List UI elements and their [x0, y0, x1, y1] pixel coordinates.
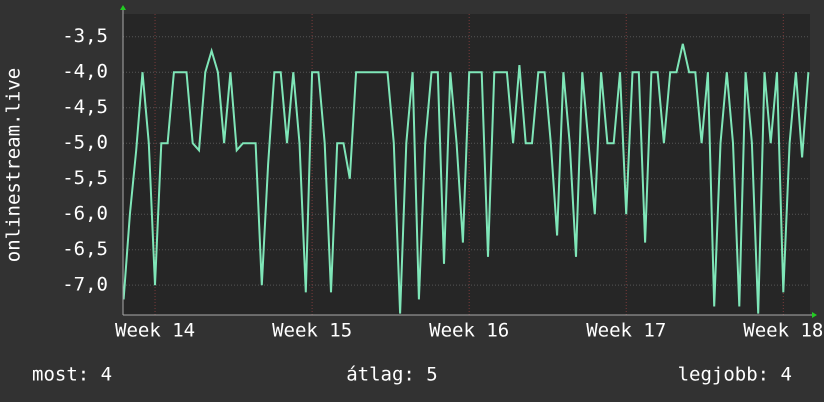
y-tick-label: -4,5 [62, 96, 108, 118]
x-tick-label: Week 14 [115, 320, 195, 342]
y-tick-label: -7,0 [62, 274, 108, 296]
y-tick-label: -5,5 [62, 167, 108, 189]
x-tick-label: Week 18 [743, 320, 823, 342]
x-tick-label: Week 17 [586, 320, 666, 342]
y-tick-label: -5,0 [62, 132, 108, 154]
y-tick-label: -6,5 [62, 238, 108, 260]
footer-current: most: 4 [32, 364, 112, 386]
data-line [122, 43, 810, 314]
footer-best: legjobb: 4 [678, 364, 792, 386]
x-tick-label: Week 15 [272, 320, 352, 342]
footer-average: átlag: 5 [346, 364, 438, 386]
x-axis-arrow [812, 312, 817, 318]
y-tick-label: -4,0 [62, 61, 108, 83]
y-tick-label: -6,0 [62, 203, 108, 225]
y-axis-arrow [120, 5, 126, 10]
y-axis-title: onlinestream.live [3, 68, 25, 262]
x-tick-label: Week 16 [429, 320, 509, 342]
y-tick-label: -3,5 [62, 25, 108, 47]
